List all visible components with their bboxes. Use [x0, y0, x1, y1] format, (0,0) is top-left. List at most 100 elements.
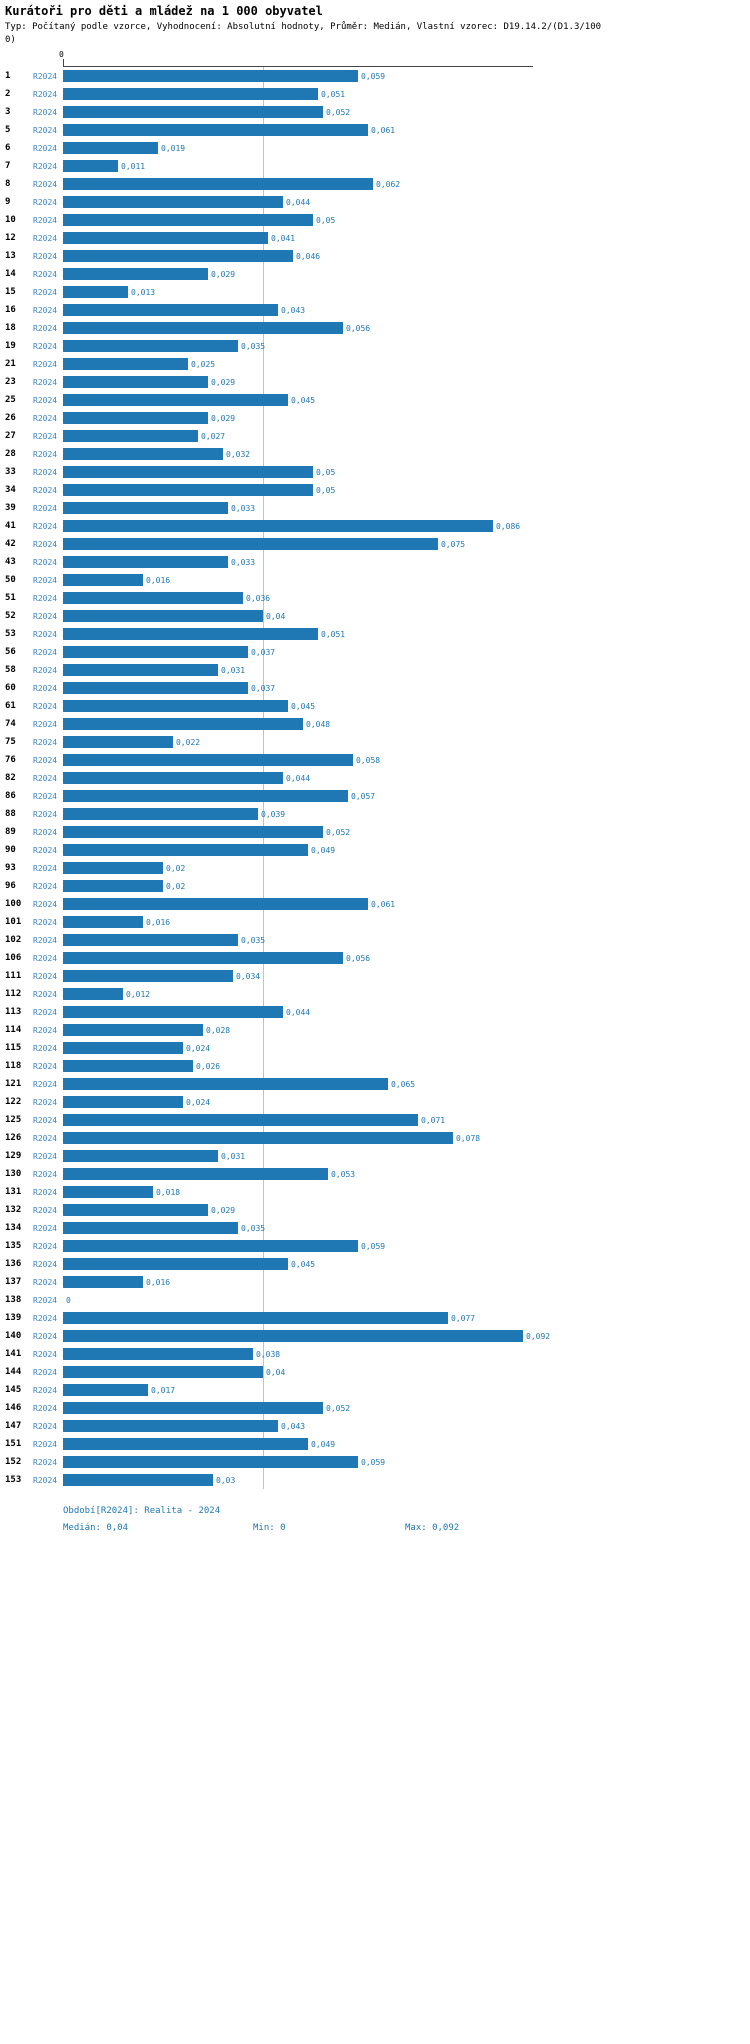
bar[interactable]	[63, 502, 228, 514]
bar[interactable]	[63, 646, 248, 658]
table-row: 13 R2024 0,046	[0, 247, 750, 265]
bar[interactable]	[63, 412, 208, 424]
bar[interactable]	[63, 880, 163, 892]
bar[interactable]	[63, 1402, 323, 1414]
bar[interactable]	[63, 70, 358, 82]
row-number-label: 41	[5, 521, 16, 531]
bar[interactable]	[63, 916, 143, 928]
bar[interactable]	[63, 466, 313, 478]
bar[interactable]	[63, 1384, 148, 1396]
bar[interactable]	[63, 1348, 253, 1360]
bar[interactable]	[63, 340, 238, 352]
bar[interactable]	[63, 214, 313, 226]
bar[interactable]	[63, 628, 318, 640]
bar[interactable]	[63, 538, 438, 550]
bar[interactable]	[63, 1114, 418, 1126]
bar[interactable]	[63, 1312, 448, 1324]
bar[interactable]	[63, 394, 288, 406]
bar[interactable]	[63, 1420, 278, 1432]
bar[interactable]	[63, 1456, 358, 1468]
table-row: 106 R2024 0,056	[0, 949, 750, 967]
bar[interactable]	[63, 322, 343, 334]
bar[interactable]	[63, 682, 248, 694]
bar-track: 0,044	[63, 769, 750, 787]
bar[interactable]	[63, 736, 173, 748]
bar[interactable]	[63, 574, 143, 586]
table-row: 121 R2024 0,065	[0, 1075, 750, 1093]
bar[interactable]	[63, 1240, 358, 1252]
bar[interactable]	[63, 88, 318, 100]
bar[interactable]	[63, 1060, 193, 1072]
bar[interactable]	[63, 808, 258, 820]
bar[interactable]	[63, 988, 123, 1000]
bar[interactable]	[63, 952, 343, 964]
bar[interactable]	[63, 1096, 183, 1108]
bar[interactable]	[63, 934, 238, 946]
value-label: 0,071	[421, 1115, 446, 1125]
bar[interactable]	[63, 1438, 308, 1450]
value-label: 0,033	[231, 503, 256, 513]
series-label: R2024	[33, 737, 58, 747]
bar[interactable]	[63, 1186, 153, 1198]
bar[interactable]	[63, 754, 353, 766]
table-row: 146 R2024 0,052	[0, 1399, 750, 1417]
bar[interactable]	[63, 304, 278, 316]
bar[interactable]	[63, 1024, 203, 1036]
bar[interactable]	[63, 1276, 143, 1288]
bar[interactable]	[63, 862, 163, 874]
table-row: 112 R2024 0,012	[0, 985, 750, 1003]
bar[interactable]	[63, 1132, 453, 1144]
bar[interactable]	[63, 520, 493, 532]
table-row: 88 R2024 0,039	[0, 805, 750, 823]
value-label: 0,031	[221, 665, 246, 675]
bar[interactable]	[63, 448, 223, 460]
bar[interactable]	[63, 790, 348, 802]
bar[interactable]	[63, 106, 323, 118]
bar[interactable]	[63, 970, 233, 982]
bar[interactable]	[63, 664, 218, 676]
row-number-label: 113	[5, 1007, 22, 1017]
bar[interactable]	[63, 160, 118, 172]
bar[interactable]	[63, 1042, 183, 1054]
bar[interactable]	[63, 286, 128, 298]
bar[interactable]	[63, 556, 228, 568]
bar-track: 0,044	[63, 1003, 750, 1021]
series-label: R2024	[33, 935, 58, 945]
bar[interactable]	[63, 1150, 218, 1162]
bar[interactable]	[63, 268, 208, 280]
bar[interactable]	[63, 898, 368, 910]
row-number-label: 76	[5, 755, 16, 765]
bar[interactable]	[63, 1474, 213, 1486]
bar[interactable]	[63, 142, 158, 154]
bar[interactable]	[63, 358, 188, 370]
bar[interactable]	[63, 1330, 523, 1342]
value-label: 0,092	[526, 1331, 551, 1341]
value-label: 0,038	[256, 1349, 281, 1359]
bar[interactable]	[63, 844, 308, 856]
table-row: 33 R2024 0,05	[0, 463, 750, 481]
bar[interactable]	[63, 196, 283, 208]
bar[interactable]	[63, 700, 288, 712]
bar[interactable]	[63, 610, 263, 622]
bar[interactable]	[63, 124, 368, 136]
bar[interactable]	[63, 1258, 288, 1270]
bar[interactable]	[63, 232, 268, 244]
bar[interactable]	[63, 430, 198, 442]
bar[interactable]	[63, 592, 243, 604]
series-label: R2024	[33, 917, 58, 927]
bar[interactable]	[63, 1222, 238, 1234]
series-label: R2024	[33, 827, 58, 837]
bar[interactable]	[63, 178, 373, 190]
bar[interactable]	[63, 250, 293, 262]
bar[interactable]	[63, 376, 208, 388]
bar[interactable]	[63, 772, 283, 784]
bar[interactable]	[63, 1078, 388, 1090]
bar[interactable]	[63, 1366, 263, 1378]
bar-track: 0,048	[63, 715, 750, 733]
bar[interactable]	[63, 1204, 208, 1216]
bar[interactable]	[63, 484, 313, 496]
bar[interactable]	[63, 826, 323, 838]
bar[interactable]	[63, 1006, 283, 1018]
bar[interactable]	[63, 718, 303, 730]
bar[interactable]	[63, 1168, 328, 1180]
